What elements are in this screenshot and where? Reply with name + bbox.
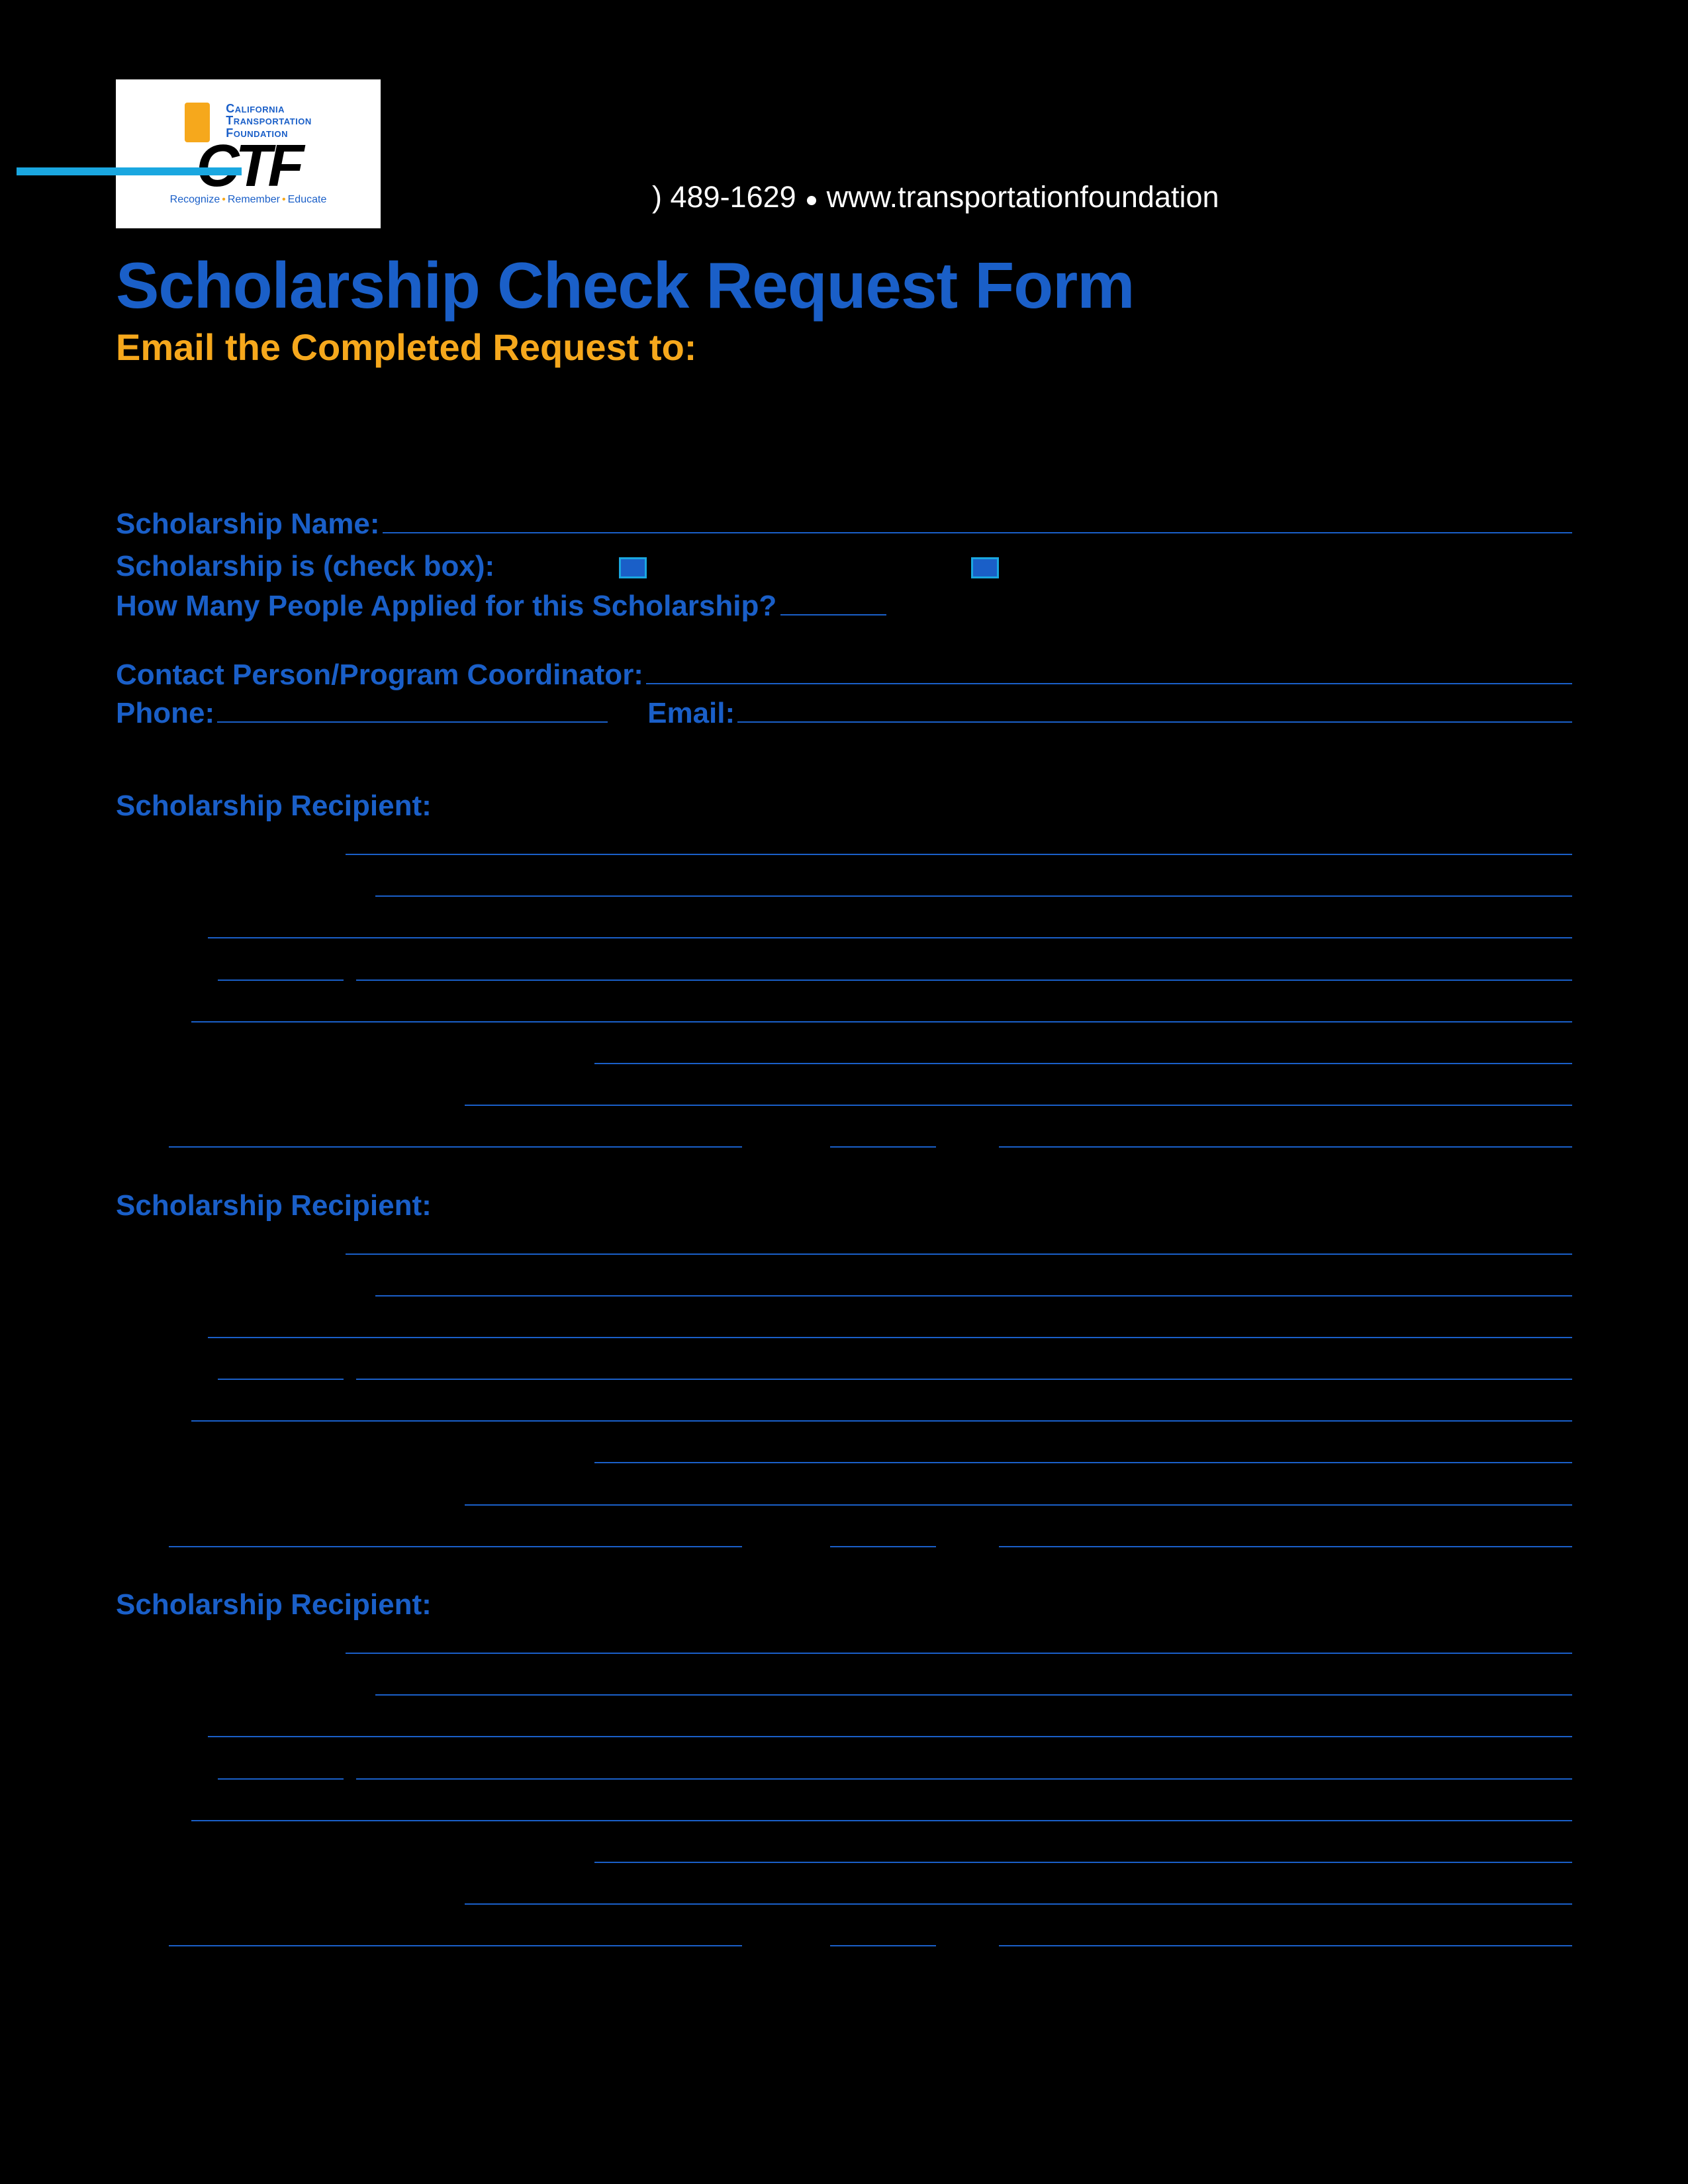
r2-state-input[interactable]	[830, 1537, 936, 1547]
r1-zip-input[interactable]	[999, 1137, 1572, 1148]
phone-fragment: ) 489-1629	[652, 180, 796, 214]
contact-person-label: Contact Person/Program Coordinator:	[116, 659, 643, 692]
scholarship-name-label: Scholarship Name:	[116, 508, 380, 541]
r1-school-label: School	[116, 910, 205, 948]
email-label: Email:	[647, 697, 735, 730]
logo-line1: California	[226, 103, 311, 115]
scholarship-type-label: Scholarship is (check box):	[116, 550, 619, 583]
r3-email-label: Email	[116, 1793, 189, 1831]
logo-line2: Transportation	[226, 114, 311, 127]
r3-state-input[interactable]	[830, 1936, 936, 1946]
r2-school-label: School	[116, 1310, 205, 1347]
scholarship-type-checkbox-2[interactable]	[971, 557, 999, 578]
r2-state-label: State	[762, 1519, 830, 1557]
r2-city-label: City	[116, 1519, 166, 1557]
r3-phone-label: Phone (	[116, 1751, 218, 1789]
r2-payable-label: Make Scholarship Check Payable to:	[116, 1435, 592, 1473]
r1-address-input[interactable]	[465, 1095, 1572, 1106]
r2-address-input[interactable]	[465, 1495, 1572, 1506]
r2-email-label: Email	[116, 1393, 189, 1431]
r2-phone-close: )	[344, 1351, 353, 1389]
r2-phone-label: Phone (	[116, 1351, 218, 1389]
r3-payable-label: Make Scholarship Check Payable to:	[116, 1835, 592, 1872]
r3-amount-input[interactable]	[375, 1685, 1572, 1696]
r1-phone-label: Phone (	[116, 952, 218, 990]
applicant-count-input[interactable]	[780, 605, 886, 615]
recipient-1-block: Recipient's Name Total Award Amount Scho…	[116, 827, 1572, 1158]
r1-school-input[interactable]	[208, 928, 1572, 938]
r2-payable-input[interactable]	[594, 1453, 1572, 1463]
recipient-2-heading: Scholarship Recipient:	[116, 1189, 1572, 1222]
ctf-logo: California Transportation Foundation CTF…	[116, 79, 381, 228]
r3-city-label: City	[116, 1918, 166, 1956]
r1-state-input[interactable]	[830, 1137, 936, 1148]
r1-phone-area-input[interactable]	[218, 970, 344, 981]
r1-city-input[interactable]	[169, 1137, 742, 1148]
r1-phone-input[interactable]	[356, 970, 1572, 981]
r1-name-label: Recipient's Name	[116, 827, 343, 864]
r2-name-label: Recipient's Name	[116, 1226, 343, 1264]
r1-address-label: Address to Send Check to:	[116, 1077, 462, 1115]
page-subtitle: Email the Completed Request to:	[116, 326, 1572, 369]
recipient-2-block: Recipient's Name Total Award Amount Scho…	[116, 1226, 1572, 1557]
r2-email-input[interactable]	[191, 1411, 1572, 1422]
applicant-count-label: How Many People Applied for this Scholar…	[116, 590, 776, 623]
r2-school-input[interactable]	[208, 1328, 1572, 1338]
recipient-1-heading: Scholarship Recipient:	[116, 790, 1572, 823]
r3-school-label: School	[116, 1709, 205, 1747]
r3-amount-label: Total Award Amount	[116, 1667, 373, 1705]
recipient-3-heading: Scholarship Recipient:	[116, 1588, 1572, 1621]
r1-email-input[interactable]	[191, 1012, 1572, 1023]
r3-payable-input[interactable]	[594, 1852, 1572, 1863]
email-input[interactable]	[737, 712, 1572, 723]
website-url: www.transportationfoundation	[827, 180, 1219, 214]
r3-phone-input[interactable]	[356, 1769, 1572, 1780]
logo-monogram: CTF	[197, 142, 301, 190]
r3-name-label: Recipient's Name	[116, 1625, 343, 1663]
r3-zip-label: Zip	[956, 1918, 996, 1956]
r3-city-input[interactable]	[169, 1936, 742, 1946]
bullet-separator	[807, 196, 816, 205]
r3-email-input[interactable]	[191, 1811, 1572, 1821]
r2-address-label: Address to Send Check to:	[116, 1477, 462, 1515]
r3-phone-close: )	[344, 1751, 353, 1789]
r3-zip-input[interactable]	[999, 1936, 1572, 1946]
r3-phone-area-input[interactable]	[218, 1769, 344, 1780]
r2-amount-label: Total Award Amount	[116, 1268, 373, 1306]
recipient-3-block: Recipient's Name Total Award Amount Scho…	[116, 1625, 1572, 1956]
header-contact: ) 489-1629 www.transportationfoundation	[652, 180, 1219, 214]
scholarship-type-checkbox-1[interactable]	[619, 557, 647, 578]
r2-name-input[interactable]	[346, 1244, 1572, 1255]
r2-zip-input[interactable]	[999, 1537, 1572, 1547]
r3-state-label: State	[762, 1918, 830, 1956]
r2-amount-input[interactable]	[375, 1286, 1572, 1297]
scholarship-name-input[interactable]	[383, 523, 1572, 533]
r1-phone-close: )	[344, 952, 353, 990]
r1-name-input[interactable]	[346, 844, 1572, 855]
r3-address-input[interactable]	[465, 1894, 1572, 1905]
r1-zip-label: Zip	[956, 1119, 996, 1157]
r3-address-label: Address to Send Check to:	[116, 1876, 462, 1914]
r1-amount-input[interactable]	[375, 886, 1572, 897]
r1-email-label: Email	[116, 994, 189, 1032]
r2-zip-label: Zip	[956, 1519, 996, 1557]
phone-input[interactable]	[217, 712, 608, 723]
r3-school-input[interactable]	[208, 1727, 1572, 1737]
phone-label: Phone:	[116, 697, 214, 730]
r1-state-label: State	[762, 1119, 830, 1157]
r2-phone-input[interactable]	[356, 1369, 1572, 1380]
contact-person-input[interactable]	[646, 674, 1572, 684]
r3-name-input[interactable]	[346, 1643, 1572, 1654]
r1-payable-label: Make Scholarship Check Payable to:	[116, 1036, 592, 1073]
r1-city-label: City	[116, 1119, 166, 1157]
r2-phone-area-input[interactable]	[218, 1369, 344, 1380]
r1-amount-label: Total Award Amount	[116, 868, 373, 906]
r1-payable-input[interactable]	[594, 1054, 1572, 1064]
page-title: Scholarship Check Request Form	[116, 248, 1572, 323]
r2-city-input[interactable]	[169, 1537, 742, 1547]
